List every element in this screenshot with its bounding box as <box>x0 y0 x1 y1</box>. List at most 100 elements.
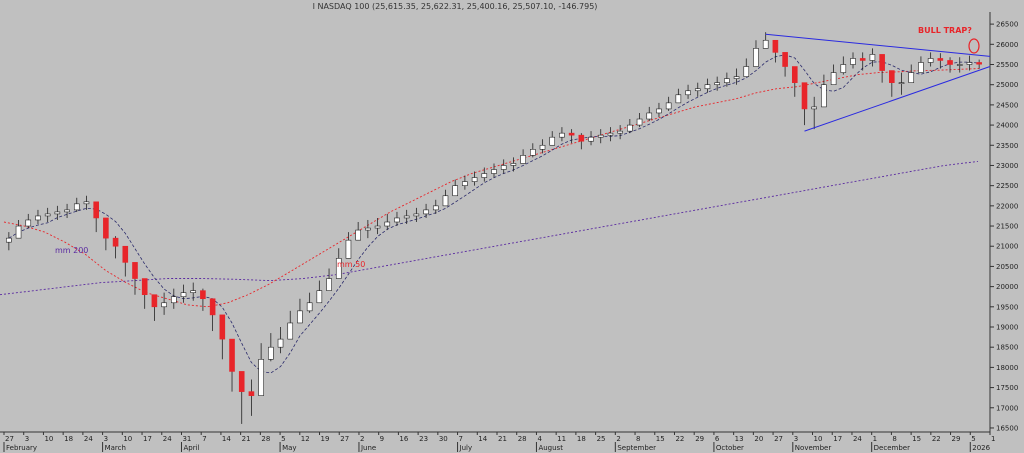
candle-body-up <box>452 185 458 197</box>
candle-body-up <box>374 225 381 229</box>
candle <box>520 149 526 164</box>
x-tick-label: 16 <box>399 435 408 443</box>
candle-body-up <box>840 64 847 73</box>
candle-body-up <box>510 163 517 166</box>
candle <box>25 213 32 229</box>
candle-body-up <box>850 58 856 65</box>
x-tick-label: 24 <box>84 435 93 443</box>
candle <box>161 292 167 315</box>
x-tick-label: 18 <box>577 435 586 443</box>
candle-body-up <box>423 209 429 215</box>
x-month-label: May <box>282 444 296 452</box>
candle <box>830 64 837 85</box>
x-tick-label: 3 <box>794 435 798 443</box>
candle <box>772 39 779 63</box>
candle-body-up <box>753 48 759 67</box>
candle-body-down <box>578 134 585 142</box>
candle <box>791 66 798 97</box>
candle <box>277 327 284 354</box>
candle <box>976 59 982 69</box>
candle <box>801 82 808 126</box>
candle <box>141 278 148 309</box>
candle-body-up <box>442 195 449 207</box>
x-tick-label: 27 <box>5 435 14 443</box>
candle-body-up <box>627 124 633 132</box>
x-axis: 27 3 10 18 24 3 10 17 24 31 7 14 21 28 5 12 19 27 2 9 16 23 30… <box>3 432 995 452</box>
candle-body-down <box>229 338 235 372</box>
x-tick-label: 21 <box>498 435 507 443</box>
candle <box>714 76 720 91</box>
candle-body-up <box>694 88 701 92</box>
x-tick-label: 24 <box>163 435 172 443</box>
candle-body-down <box>248 391 255 396</box>
x-tick-label: 1 <box>991 435 995 443</box>
candle-body-up <box>966 62 973 65</box>
candle <box>432 199 439 214</box>
candle <box>112 236 119 259</box>
candle-body-up <box>287 322 294 340</box>
x-month-label: April <box>183 444 199 452</box>
candle <box>180 284 187 303</box>
candle-body-up <box>462 181 468 186</box>
candle <box>724 72 730 87</box>
candle-body-up <box>306 302 313 312</box>
candle <box>850 52 856 69</box>
candle <box>132 262 138 295</box>
candle <box>287 310 294 340</box>
candle <box>549 131 556 146</box>
candle <box>258 343 264 396</box>
candle <box>452 179 458 197</box>
candle <box>704 78 711 93</box>
x-month-label: March <box>105 444 126 452</box>
candle-body-up <box>35 215 41 221</box>
candle-body-down <box>238 371 245 392</box>
candles-layer <box>6 32 982 424</box>
candle <box>665 96 672 111</box>
candle-body-up <box>617 130 623 134</box>
candle-body-up <box>54 211 61 215</box>
x-tick-label: 3 <box>25 435 29 443</box>
candle <box>568 129 575 144</box>
candle <box>83 195 90 210</box>
candle-body-up <box>636 118 643 126</box>
candle-body-up <box>597 134 604 138</box>
x-tick-label: 27 <box>774 435 783 443</box>
candle-body-down <box>889 70 895 83</box>
candle <box>248 379 255 416</box>
x-tick-label: 15 <box>656 435 665 443</box>
x-tick-label: 23 <box>419 435 428 443</box>
candle-body-up <box>15 225 22 239</box>
candle <box>355 222 361 241</box>
ma50-line <box>3 68 981 308</box>
ma50-label: mm 50 <box>337 260 365 269</box>
y-tick-label: 25500 <box>996 61 1018 69</box>
candle <box>306 292 313 313</box>
candle <box>646 106 653 122</box>
bull-trap-circle <box>968 38 980 54</box>
candle <box>947 57 953 73</box>
candle <box>636 112 643 128</box>
candle-body-down <box>200 290 206 300</box>
x-tick-label: 10 <box>814 435 823 443</box>
y-tick-label: 23500 <box>996 142 1018 150</box>
y-tick-label: 21000 <box>996 243 1018 251</box>
candle <box>122 245 129 277</box>
candle-body-up <box>733 76 740 79</box>
bull-trap-annotation: BULL TRAP? <box>918 26 972 35</box>
y-tick-label: 18000 <box>996 364 1018 372</box>
candle <box>927 52 934 67</box>
candle-body-up <box>607 132 614 136</box>
candle <box>413 207 420 222</box>
x-tick-label: 3 <box>104 435 108 443</box>
candle-body-up <box>539 144 546 150</box>
y-tick-label: 18500 <box>996 344 1018 352</box>
y-tick-label: 22000 <box>996 202 1018 210</box>
y-tick-label: 17000 <box>996 404 1018 412</box>
x-month-label: September <box>617 444 656 452</box>
candle <box>209 298 216 332</box>
candle-body-up <box>297 310 303 324</box>
ma50-layer <box>3 68 981 308</box>
candle-body-up <box>830 72 837 85</box>
candle <box>559 127 565 142</box>
